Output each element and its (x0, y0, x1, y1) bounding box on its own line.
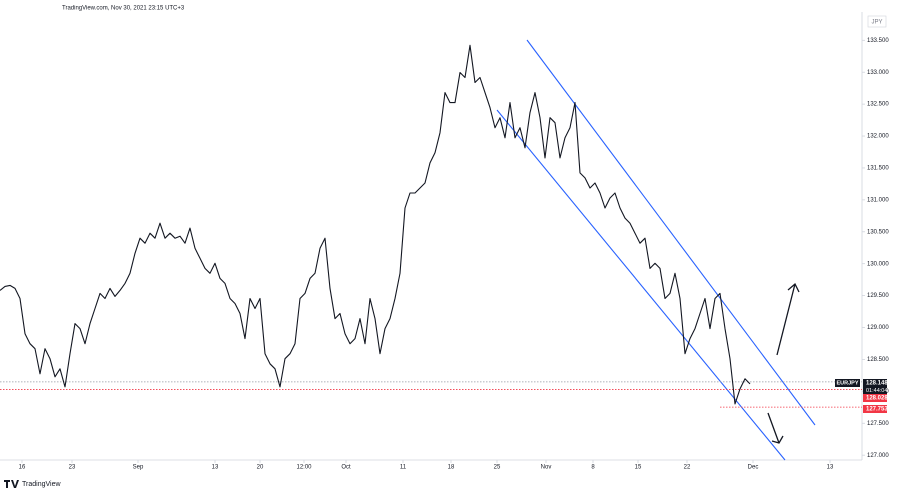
x-tick-label: 13 (212, 465, 219, 471)
arrow-down (767, 412, 784, 444)
x-tick-label: Nov (541, 465, 552, 471)
countdown: 01:44:04 (866, 388, 887, 394)
channel-lower (496, 109, 786, 461)
x-tick-label: Sep (133, 465, 144, 471)
y-tick-label: 131.000 (867, 197, 889, 203)
arrow-up (776, 282, 800, 356)
y-tick-label: 133.000 (867, 70, 889, 76)
y-tick-label: 127.000 (867, 453, 889, 459)
y-tick-label: 130.500 (867, 229, 889, 235)
logo-mark (4, 480, 19, 488)
x-tick-label: 13 (827, 465, 834, 471)
header: TradingView.com, Nov 30, 2021 23:15 UTC+… (62, 6, 185, 12)
currency: JPY (871, 20, 882, 26)
x-tick-label: 20 (257, 465, 264, 471)
logo: TradingView (4, 480, 61, 488)
x-tick-label: 25 (494, 465, 501, 471)
brand: TradingView (22, 481, 61, 488)
x-tick-label: 8 (591, 465, 595, 471)
y-tick-label: 131.500 (867, 166, 889, 172)
x-tick-label: 23 (69, 465, 76, 471)
x-tick-label: Dec (748, 465, 759, 471)
price-label: 128.028 (866, 396, 888, 402)
arrows (767, 282, 800, 444)
price-line (0, 44, 751, 405)
y-tick-label: 127.500 (867, 421, 889, 427)
x-tick-label: 15 (635, 465, 642, 471)
price-label: 127.753 (866, 407, 888, 413)
countdown-box (863, 387, 887, 394)
x-tick-label: Oct (341, 465, 351, 471)
y-tick-label: 132.500 (867, 102, 889, 108)
symbol: EURJPY (836, 380, 858, 386)
x-tick-label: 16 (19, 465, 26, 471)
y-tick-label: 130.000 (867, 261, 889, 267)
price-label: 128.148 (866, 381, 888, 387)
x-tick-label: 12:00 (296, 465, 312, 471)
y-tick-label: 129.500 (867, 293, 889, 299)
symbol-box (835, 379, 860, 387)
x-tick-label: 11 (400, 465, 407, 471)
price-label-box (863, 405, 887, 413)
price-label-box (863, 379, 887, 387)
y-tick-label: 128.500 (867, 357, 889, 363)
y-tick-label: 132.000 (867, 134, 889, 140)
y-tick-label: 129.000 (867, 325, 889, 331)
x-tick-label: 22 (684, 465, 691, 471)
price-label-box (863, 394, 887, 402)
y-tick-label: 133.500 (867, 38, 889, 44)
x-tick-label: 18 (448, 465, 455, 471)
currency-box (867, 15, 887, 28)
